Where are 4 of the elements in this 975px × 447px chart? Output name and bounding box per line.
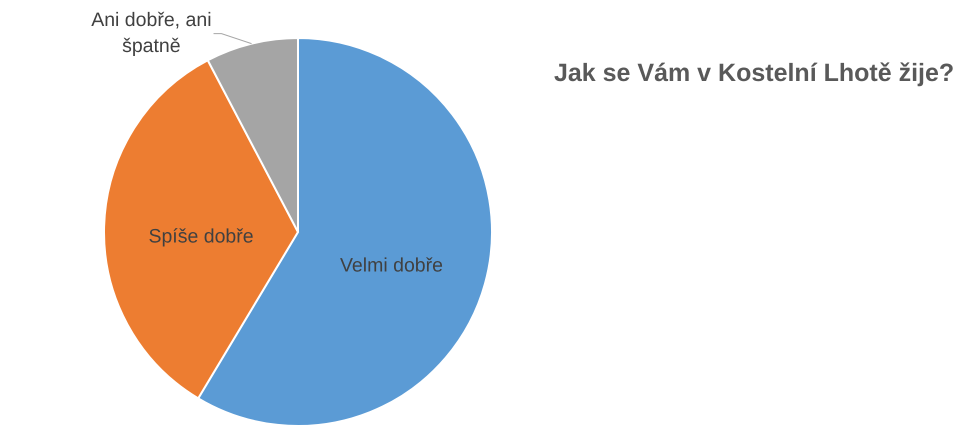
slice-label: Spíše dobře [148,226,254,248]
text: Jak se Vám v Kostelní Lhotě žije? [554,58,956,89]
slice-label: Velmi dobře [340,254,443,276]
slice-label: Ani dobře, ani špatně [91,9,212,58]
